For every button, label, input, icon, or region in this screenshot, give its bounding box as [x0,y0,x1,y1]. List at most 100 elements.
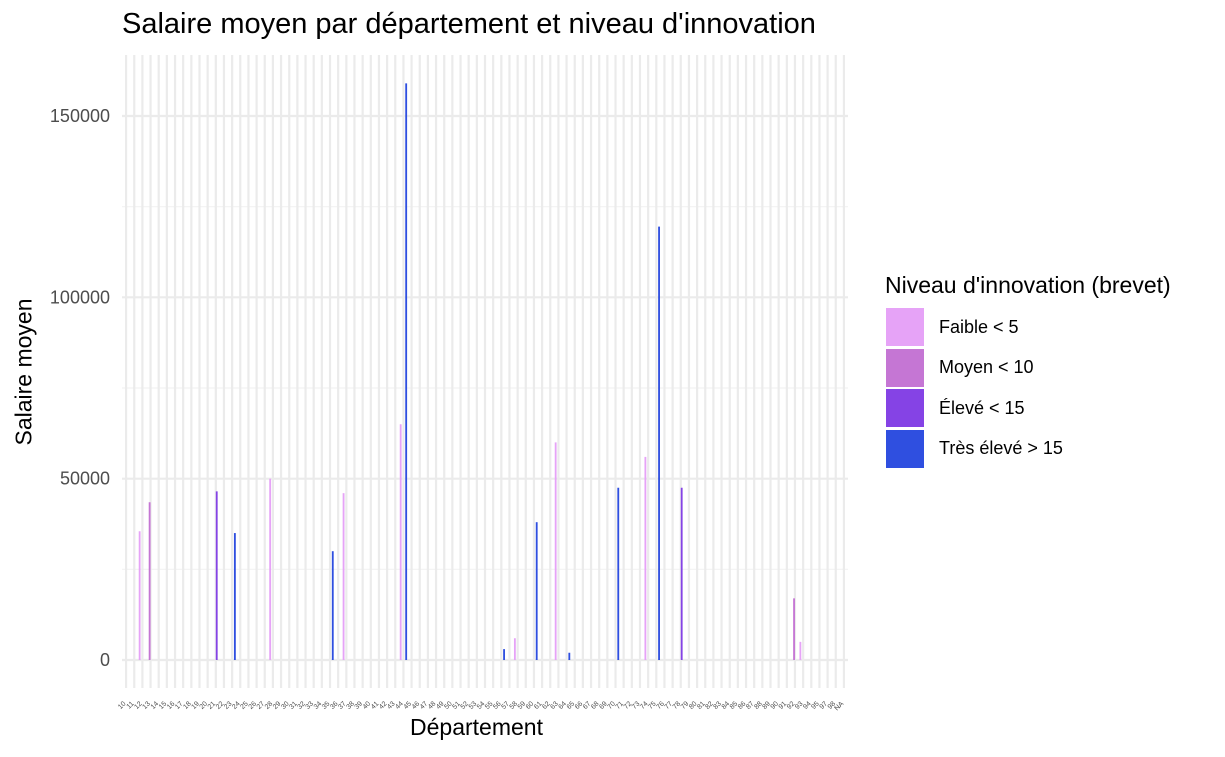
x-tick-label: 27 [256,700,267,711]
bars-layer [138,83,802,661]
x-tick-label: 60 [525,700,536,711]
bar [658,226,660,660]
x-tick-label: 55 [484,700,495,711]
x-tick-label: 38 [345,700,356,711]
x-tick-label: 88 [753,700,764,711]
x-tick-label: 83 [713,700,724,711]
x-tick-label: 69 [598,700,609,711]
x-tick-label: 56 [492,700,503,711]
x-tick-label: 52 [460,700,471,711]
x-tick-label: 41 [370,700,381,711]
y-axis-ticks: 0 50000 100000 150000 [50,106,110,670]
legend-item: Moyen < 10 [885,348,1171,389]
x-tick-label: 86 [737,700,748,711]
bar [503,649,505,660]
x-axis-ticks: 1011121314151617181920212223242526272829… [117,700,846,712]
x-tick-label: 75 [647,700,658,711]
y-tick-label: 100000 [50,287,110,307]
grid-layer [122,55,848,688]
x-tick-label: 50 [443,700,454,711]
x-tick-label: 90 [770,700,781,711]
x-tick-label: 15 [158,700,169,711]
chart-title: Salaire moyen par département et niveau … [122,8,816,40]
x-tick-label: 98 [827,700,838,711]
x-tick-label: 24 [231,700,242,711]
x-tick-label: 21 [207,700,218,711]
x-tick-label: 67 [582,700,593,711]
x-tick-label: 65 [566,700,577,711]
y-tick-label: 50000 [60,469,110,489]
bar [148,502,151,660]
bar [793,598,795,660]
x-tick-label: 63 [549,700,560,711]
x-tick-label: 82 [704,700,715,711]
x-tick-label: 76 [655,700,666,711]
x-tick-label: 45 [403,700,414,711]
bar [535,522,538,660]
bar [680,487,683,660]
x-axis-label: Département [410,714,543,740]
x-tick-label: 97 [819,700,830,711]
bar [513,638,516,660]
legend-swatch [886,389,924,428]
x-tick-label: 95 [810,700,821,711]
legend-swatch [886,348,924,387]
x-tick-label: 61 [533,700,544,711]
x-tick-label: 12 [133,700,144,711]
x-tick-label: 11 [126,700,136,710]
y-axis-label: Salaire moyen [10,298,37,446]
x-tick-label: 58 [509,700,520,711]
x-tick-label: 14 [150,700,161,711]
x-tick-label: 48 [427,700,438,711]
x-tick-label: 73 [631,700,642,711]
x-tick-label: 53 [468,700,479,711]
x-tick-label: 25 [239,700,250,711]
legend-label: Élevé < 15 [939,397,1025,418]
x-tick-label: 37 [337,700,348,711]
x-tick-label: 31 [288,700,299,711]
x-tick-label: 13 [142,700,153,711]
x-tick-label: 19 [190,700,201,711]
x-tick-label: 32 [296,700,307,711]
x-tick-label: 43 [386,700,397,711]
bar [342,493,345,660]
bar [405,83,408,661]
x-tick-label: 18 [182,700,193,711]
bar [568,652,571,660]
x-tick-label: 51 [451,700,462,711]
x-tick-label: 80 [688,700,699,711]
x-tick-label: 87 [745,700,756,711]
y-tick-label: 150000 [50,106,110,126]
x-tick-label: 10 [117,700,128,711]
legend-label: Moyen < 10 [939,357,1034,378]
bar [215,491,218,660]
x-tick-label: 34 [313,700,324,711]
x-tick-label: 77 [664,700,675,711]
x-tick-label: 70 [606,700,617,711]
x-tick-label: 62 [541,700,552,711]
bar [644,456,647,660]
x-tick-label: 64 [558,700,569,711]
x-tick-label: 59 [517,700,528,711]
legend-items: Faible < 5 Moyen < 10 Élevé < 15 Très él… [885,307,1171,469]
legend-title: Niveau d'innovation (brevet) [885,272,1171,298]
x-tick-label: 23 [223,700,234,711]
x-tick-label: 40 [362,700,373,711]
x-tick-label: 46 [411,700,422,711]
x-tick-label: 44 [394,700,405,711]
bar [554,442,557,660]
x-tick-label: 17 [174,700,185,711]
x-tick-label: 28 [264,700,275,711]
x-tick-label: 47 [419,700,430,711]
x-tick-label: 84 [721,700,732,711]
x-tick-label: 49 [435,700,446,711]
x-tick-label: 66 [574,700,585,711]
bar [799,641,802,660]
x-tick-label: 85 [729,700,740,711]
legend-label: Faible < 5 [939,316,1019,337]
legend-item: Faible < 5 [885,307,1171,348]
bar [399,424,402,660]
bar [233,533,236,660]
legend-label: Très élevé > 15 [939,438,1063,459]
